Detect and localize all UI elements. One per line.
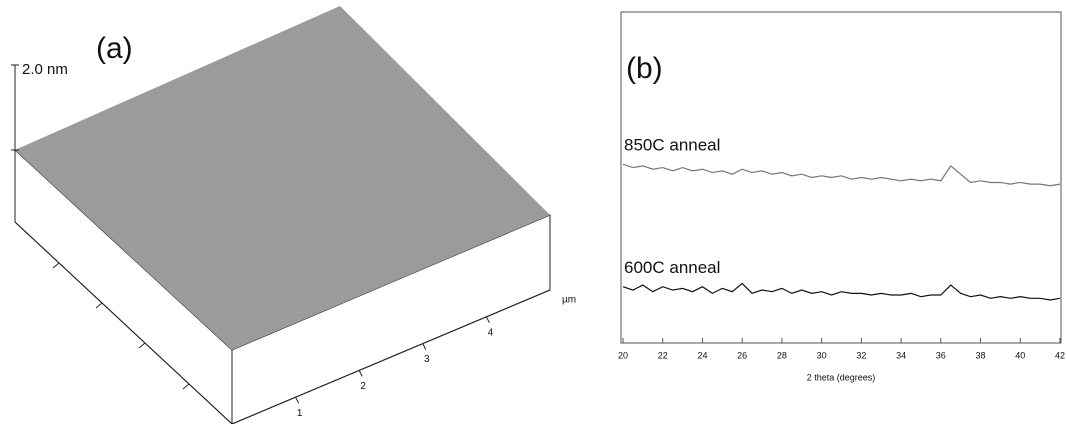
figure: 2.0 nm (a) µm 1234 (b) 2 theta (degrees)… [0, 0, 1066, 424]
series-line [623, 283, 1060, 300]
x-tick-label: 26 [737, 350, 747, 360]
x-tick-label: 22 [658, 350, 668, 360]
x-tick-label: 20 [618, 350, 628, 360]
x-tick [423, 344, 426, 350]
x-tick-label: 38 [976, 350, 986, 360]
x-tick [486, 317, 489, 323]
y-tick [53, 263, 59, 268]
plot-frame [621, 12, 1061, 343]
y-tick [139, 343, 145, 348]
afm-panel: 2.0 nm (a) µm 1 2 3 4 [11, 6, 576, 424]
x-tick-label: 4 [488, 327, 494, 338]
page: 2.0 nm (a) µm 1234 (b) 2 theta (degrees)… [0, 0, 1066, 424]
x-tick-label: 3 [424, 354, 430, 365]
panel-label: (b) [626, 52, 663, 85]
x-tick [359, 370, 362, 376]
series-label: 600C anneal [624, 258, 720, 277]
x-tick-label: 28 [777, 350, 787, 360]
y-tick [96, 303, 102, 308]
x-tick [296, 397, 299, 403]
series-line [623, 164, 1060, 186]
x-tick-label: 36 [936, 350, 946, 360]
series-label: 850C anneal [624, 136, 720, 155]
x-tick-label: 1 [297, 408, 303, 419]
x-tick-label: 42 [1055, 350, 1065, 360]
axis-unit: µm [562, 295, 576, 306]
y-tick [183, 384, 189, 389]
x-tick-label: 30 [817, 350, 827, 360]
x-tick-label: 24 [697, 350, 707, 360]
x-tick-label: 32 [856, 350, 866, 360]
x-axis-label: 2 theta (degrees) [807, 372, 876, 382]
x-tick-label: 40 [1015, 350, 1025, 360]
x-tick-label: 2 [360, 381, 366, 392]
x-tick-label: 34 [896, 350, 906, 360]
panel-label: (a) [96, 32, 133, 65]
z-label: 2.0 nm [22, 61, 68, 78]
